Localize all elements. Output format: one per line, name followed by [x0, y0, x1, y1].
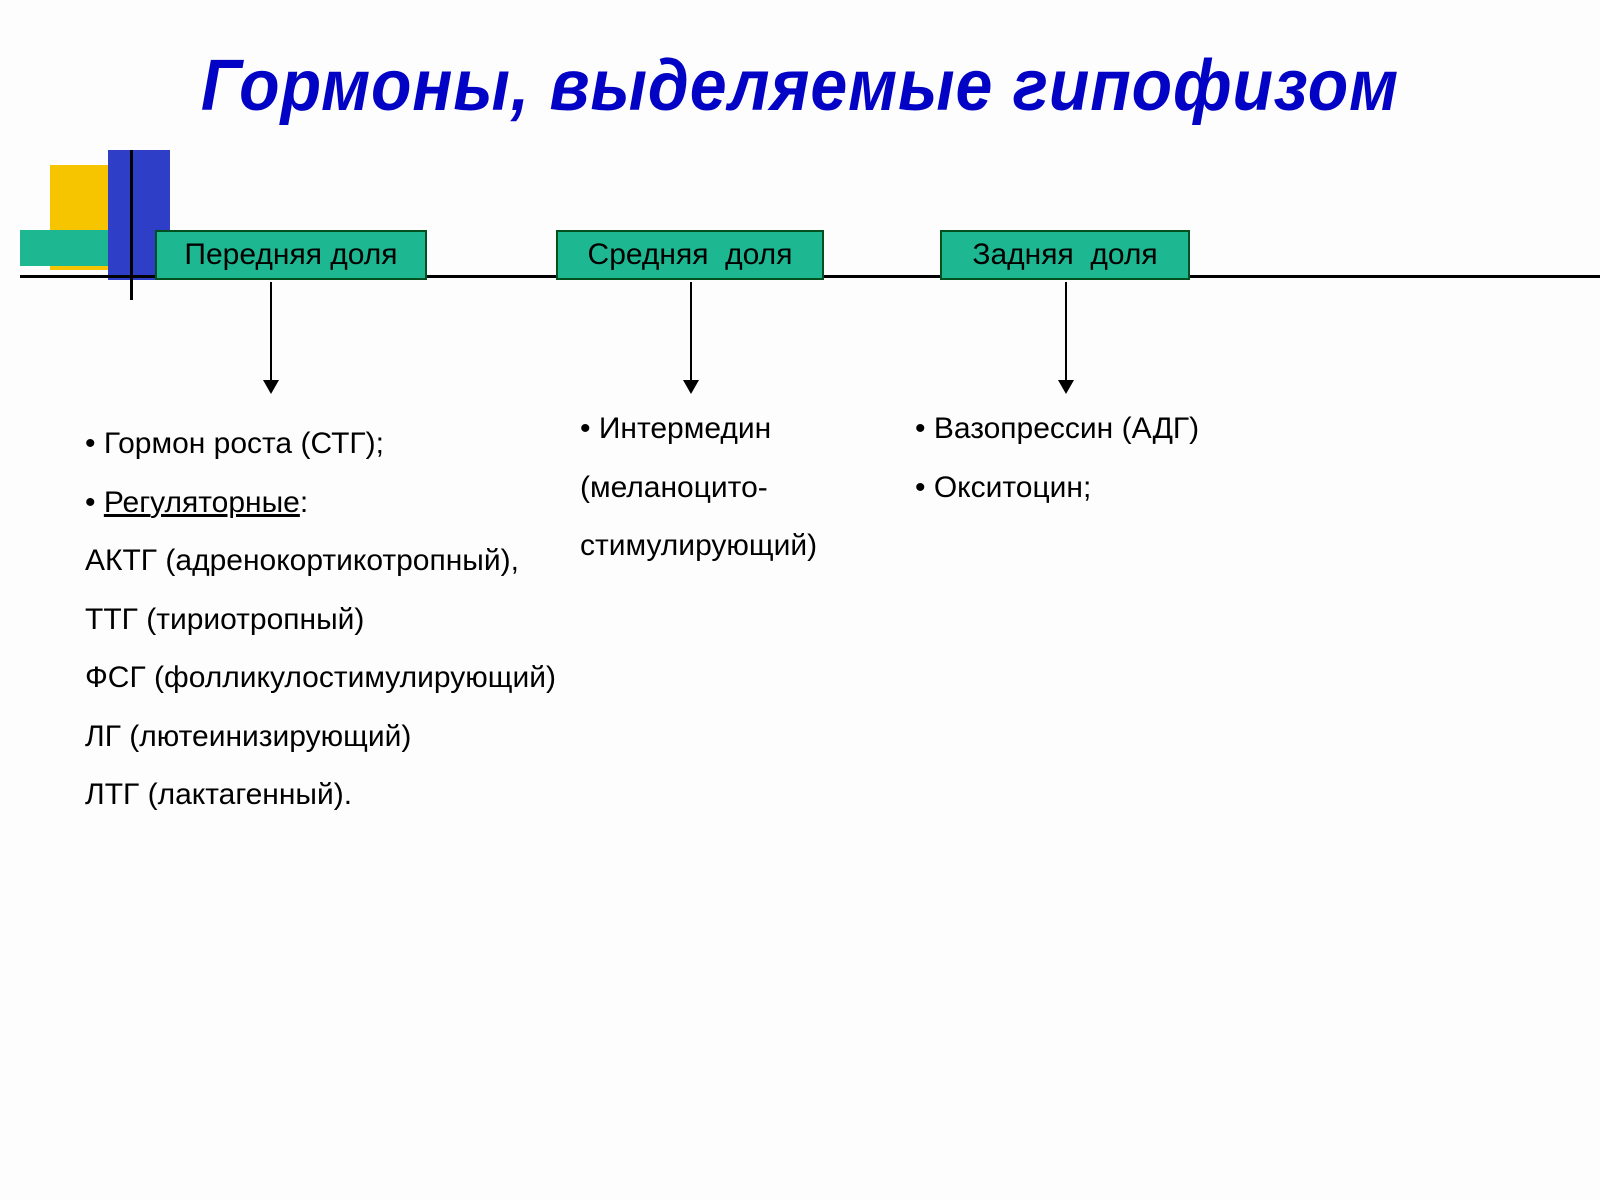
content-line: (меланоцито-: [580, 459, 817, 518]
box-posterior-lobe: Задняя доля: [940, 230, 1190, 280]
content-line: ФСГ (фолликулостимулирующий): [85, 649, 556, 708]
box-anterior-lobe: Передняя доля: [155, 230, 427, 280]
content-line: • Регуляторные:: [85, 474, 556, 533]
arrow-posterior: [1065, 282, 1067, 392]
content-line: • Окситоцин;: [915, 459, 1199, 518]
arrow-middle: [690, 282, 692, 392]
box-middle-lobe: Средняя доля: [556, 230, 824, 280]
slide-title: Гормоны, выделяемые гипофизом: [64, 45, 1536, 127]
content-line: ЛГ (лютеинизирующий): [85, 708, 556, 767]
content-posterior: • Вазопрессин (АДГ)• Окситоцин;: [915, 400, 1199, 517]
arrow-anterior: [270, 282, 272, 392]
content-line: стимулирующий): [580, 517, 817, 576]
content-line: ЛТГ (лактагенный).: [85, 766, 556, 825]
content-line: • Гормон роста (СТГ);: [85, 415, 556, 474]
slide-stage: Гормоны, выделяемые гипофизом Передняя д…: [0, 0, 1600, 1200]
content-line: • Интермедин: [580, 400, 817, 459]
content-line: АКТГ (адренокортикотропный),: [85, 532, 556, 591]
content-line: ТТГ (тириотропный): [85, 591, 556, 650]
content-line: • Вазопрессин (АДГ): [915, 400, 1199, 459]
content-anterior: • Гормон роста (СТГ);• Регуляторные:АКТГ…: [85, 415, 556, 825]
content-middle: • Интермедин(меланоцито-стимулирующий): [580, 400, 817, 576]
